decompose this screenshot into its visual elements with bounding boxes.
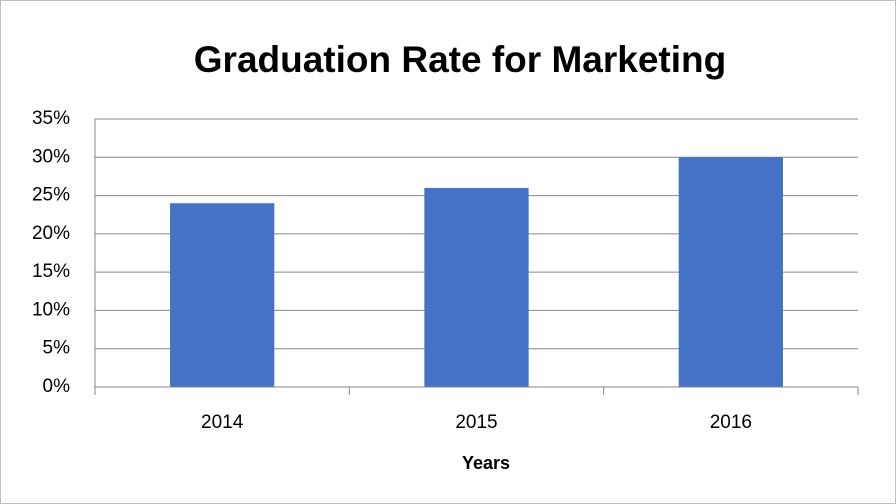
x-tick-label: 2014 (201, 412, 244, 433)
x-axis-title: Years (462, 453, 510, 473)
bar (170, 203, 275, 387)
x-tick-label: 2016 (710, 412, 752, 433)
y-tick-label: 20% (32, 223, 70, 244)
bar (678, 157, 783, 387)
x-tick-label: 2015 (455, 412, 497, 433)
bar (424, 187, 529, 387)
y-tick-label: 30% (32, 146, 70, 167)
y-tick-label: 15% (32, 261, 70, 282)
y-tick-label: 35% (32, 108, 70, 129)
y-tick-label: 5% (43, 338, 71, 359)
y-tick-label: 0% (43, 376, 71, 397)
y-tick-label: 10% (32, 299, 70, 320)
y-tick-label: 25% (32, 185, 70, 206)
chart-title: Graduation Rate for Marketing (194, 39, 726, 80)
